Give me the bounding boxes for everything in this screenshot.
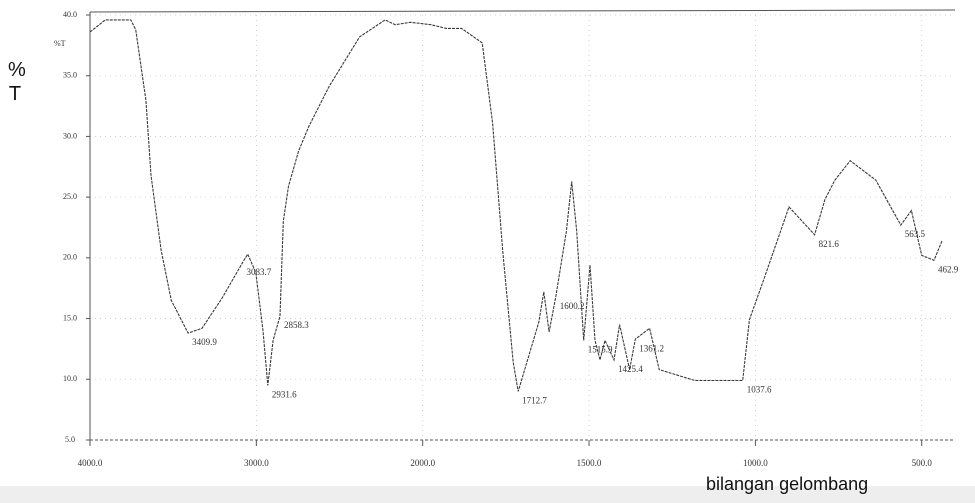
peak-label: 1037.6	[747, 385, 772, 395]
x-tick-label: 1500.0	[577, 458, 602, 468]
peak-label: 2858.3	[284, 320, 309, 330]
peak-label: 1712.7	[522, 395, 547, 405]
peak-label: 1515.9	[588, 344, 613, 354]
y-tick-label: 5.0	[65, 435, 75, 444]
peak-label: 1425.4	[618, 364, 643, 374]
top-frame	[89, 9, 956, 13]
y-tick-label: 35.0	[63, 71, 77, 80]
peak-label: 3083.7	[247, 267, 272, 277]
peak-label: 821.6	[819, 239, 840, 249]
peak-label: 3409.9	[192, 337, 217, 347]
bottom-band	[0, 486, 975, 503]
y-tick-label: 10.0	[63, 374, 77, 383]
peak-label: 563.5	[905, 229, 926, 239]
x-tick-label: 500.0	[912, 458, 933, 468]
chart: %T 5.0 10.0 15.0 20.0 25.0 30.0 35.0 40.0 4000.0…	[54, 9, 959, 468]
y-tick-label: 40.0	[63, 10, 77, 19]
spectrum-line	[89, 19, 943, 392]
x-tick-label: 2000.0	[410, 458, 435, 468]
x-tick-label: 4000.0	[78, 458, 103, 468]
peak-label: 1600.2	[560, 301, 585, 311]
peak-label: 2931.6	[272, 389, 297, 399]
y-tick-label: 25.0	[63, 192, 77, 201]
y-tick-label: 15.0	[63, 313, 77, 322]
peak-label: 1361.2	[639, 343, 664, 353]
axis-note: %T	[54, 39, 66, 48]
peak-label: 462.9	[938, 264, 959, 274]
y-tick-label: 30.0	[63, 131, 77, 140]
x-axis-label: bilangan gelombang	[706, 474, 869, 494]
x-tick-label: 3000.0	[244, 458, 269, 468]
x-tick-label: 1000.0	[743, 458, 768, 468]
y-tick-label: 20.0	[63, 253, 77, 262]
y-axis-label: % T	[8, 59, 26, 105]
